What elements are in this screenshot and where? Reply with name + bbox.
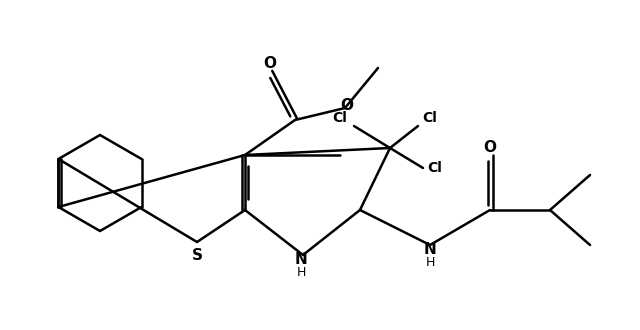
Text: H: H bbox=[296, 266, 306, 279]
Text: S: S bbox=[191, 248, 202, 262]
Text: O: O bbox=[340, 98, 353, 114]
Text: H: H bbox=[426, 255, 435, 269]
Text: Cl: Cl bbox=[428, 161, 442, 175]
Text: N: N bbox=[294, 251, 307, 267]
Text: O: O bbox=[264, 56, 276, 72]
Text: O: O bbox=[483, 140, 497, 154]
Text: N: N bbox=[424, 242, 436, 256]
Text: Cl: Cl bbox=[422, 111, 437, 125]
Text: Cl: Cl bbox=[333, 111, 348, 125]
